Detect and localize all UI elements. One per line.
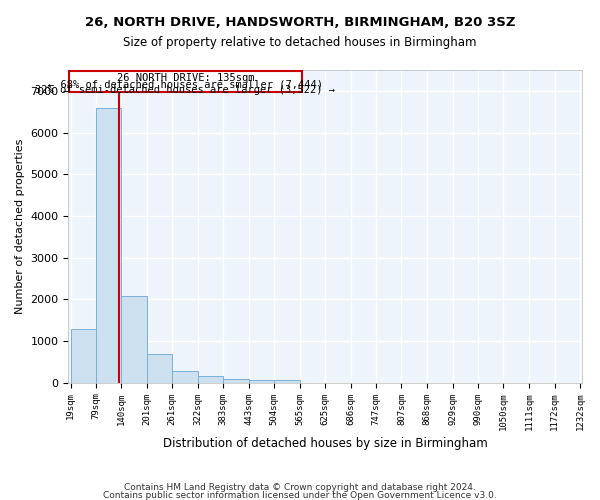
Bar [274,380,299,382]
Bar [223,378,249,382]
Text: Contains HM Land Registry data © Crown copyright and database right 2024.: Contains HM Land Registry data © Crown c… [124,483,476,492]
Bar [147,354,172,382]
Bar [121,296,147,382]
Text: 32% of semi-detached houses are larger (3,522) →: 32% of semi-detached houses are larger (… [35,85,335,95]
Text: ← 68% of detached houses are smaller (7,444): ← 68% of detached houses are smaller (7,… [48,80,323,90]
Text: Size of property relative to detached houses in Birmingham: Size of property relative to detached ho… [123,36,477,49]
X-axis label: Distribution of detached houses by size in Birmingham: Distribution of detached houses by size … [163,437,488,450]
Bar [248,380,274,382]
Bar [172,371,197,382]
Text: 26 NORTH DRIVE: 135sqm: 26 NORTH DRIVE: 135sqm [116,74,254,84]
Text: Contains public sector information licensed under the Open Government Licence v3: Contains public sector information licen… [103,492,497,500]
Bar [198,376,223,382]
FancyBboxPatch shape [69,71,302,92]
Bar [96,108,121,382]
Bar [71,328,96,382]
Y-axis label: Number of detached properties: Number of detached properties [15,138,25,314]
Text: 26, NORTH DRIVE, HANDSWORTH, BIRMINGHAM, B20 3SZ: 26, NORTH DRIVE, HANDSWORTH, BIRMINGHAM,… [85,16,515,29]
